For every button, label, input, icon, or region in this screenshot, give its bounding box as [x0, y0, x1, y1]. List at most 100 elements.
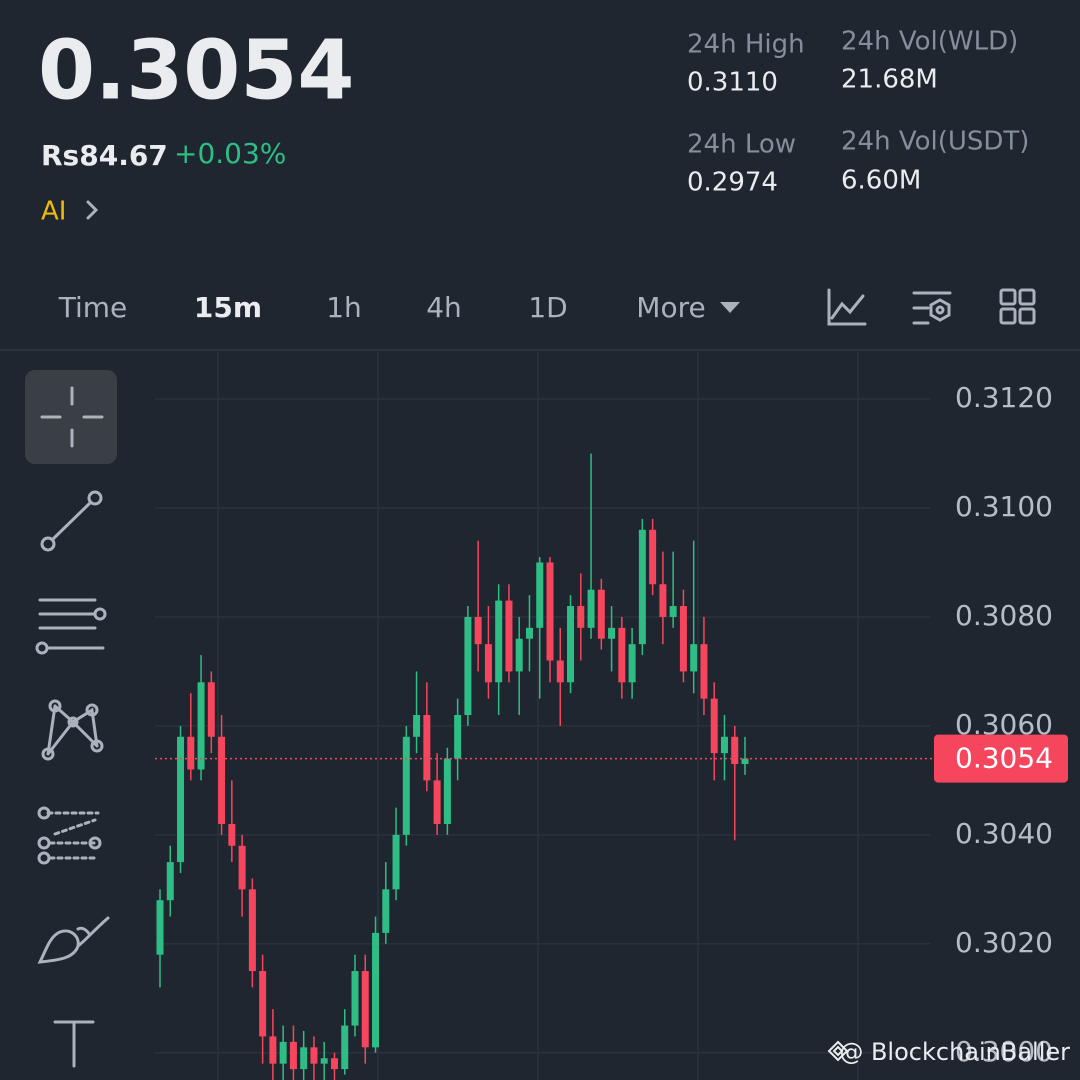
candle-body [402, 736, 410, 835]
candle-body [269, 1036, 277, 1064]
candle-body [720, 736, 728, 754]
candle-body [413, 715, 421, 737]
stat-label: 24h Low [687, 130, 796, 160]
candle-body [443, 758, 451, 824]
candle-body [361, 971, 369, 1048]
candle-body [495, 600, 503, 683]
candle-body [515, 638, 523, 672]
tab[interactable]: More [636, 291, 705, 324]
candle-body [228, 823, 236, 846]
candle-body [484, 644, 492, 683]
y-tick-label: 0.3100 [955, 490, 1053, 523]
tab[interactable]: 1h [326, 291, 362, 324]
fib-tool[interactable] [37, 806, 102, 865]
y-tick-label: 0.3000 [955, 1035, 1053, 1068]
stat-label: 24h High [687, 30, 805, 60]
candle-body [731, 736, 739, 765]
candle-body [423, 715, 431, 781]
candle-body [700, 644, 708, 699]
last-price-tag [934, 734, 1068, 783]
layout-button[interactable] [999, 288, 1036, 325]
y-tick-label: 0.3040 [955, 817, 1053, 850]
candle-body [156, 900, 164, 955]
change: +0.03% [174, 137, 286, 170]
candle-body [546, 562, 554, 661]
candle-body [382, 889, 390, 933]
candle-body [433, 780, 441, 824]
candle-body [474, 616, 482, 645]
y-tick-label: 0.3020 [955, 926, 1053, 959]
stat-label: 24h Vol(USDT) [841, 127, 1029, 157]
candle-body [567, 606, 575, 683]
candle-body [679, 606, 687, 672]
stat-value: 0.2974 [687, 168, 778, 198]
candle-body [197, 682, 205, 770]
tab[interactable]: 15m [194, 291, 262, 324]
fiat-price: Rs84.67 [41, 139, 168, 172]
candle-body [218, 736, 226, 824]
chart-type-button[interactable] [827, 288, 867, 326]
candle-body [597, 589, 605, 639]
watermark-logo [827, 1040, 849, 1062]
line-tool[interactable] [40, 490, 103, 552]
candle-body [166, 862, 174, 901]
candle-body [577, 606, 585, 628]
candle-body [351, 971, 359, 1026]
drawing-toolbar [35, 386, 110, 1068]
candle-body [187, 736, 195, 770]
y-tick-label: 0.3080 [955, 599, 1053, 632]
chevron [86, 200, 99, 220]
candle-body [392, 834, 400, 890]
candle-body [649, 529, 657, 585]
watermark: @ BlockchainBaller [839, 1038, 1070, 1066]
candle-body [464, 616, 472, 715]
candle-body [279, 1041, 287, 1064]
candle-body [741, 758, 749, 765]
candle-body [207, 682, 215, 737]
tab[interactable]: 1D [528, 291, 567, 324]
candle-body [320, 1058, 328, 1064]
y-tick-label: 0.3120 [955, 381, 1053, 414]
candle-body [300, 1047, 308, 1070]
candle-body [259, 971, 267, 1037]
candle-body [659, 584, 667, 617]
stat-value: 21.68M [841, 65, 938, 95]
stat-label: 24h Vol(WLD) [841, 27, 1018, 57]
candle-body [628, 644, 636, 683]
candle-body [587, 589, 595, 628]
candle-body [638, 529, 646, 645]
last-price-label: 0.3054 [955, 742, 1053, 775]
candle-body [289, 1041, 297, 1070]
candle-body [556, 660, 564, 683]
candle-body [330, 1058, 338, 1070]
candle-body [238, 845, 246, 890]
tab[interactable]: Time [58, 291, 128, 324]
candle-body [525, 627, 533, 639]
stat-value: 6.60M [841, 166, 921, 196]
plot-area: 0.31200.31000.30800.30600.30400.30200.30… [155, 381, 1068, 1080]
ai-link[interactable]: AI [41, 197, 66, 227]
tab[interactable]: 4h [426, 291, 462, 324]
candle-body [669, 606, 677, 617]
pattern-tool[interactable] [41, 699, 104, 761]
indicator-button[interactable] [912, 291, 952, 325]
crosshair-tool-active[interactable] [25, 370, 117, 464]
candle-body [618, 627, 626, 683]
candle-body [710, 698, 718, 754]
stat-value: 0.3110 [687, 68, 778, 98]
brush-tool[interactable] [37, 916, 110, 964]
candle-body [177, 736, 185, 863]
candle-body [372, 932, 380, 1048]
text-tool[interactable] [53, 1020, 95, 1068]
candle-body [341, 1025, 349, 1070]
candle-body [454, 715, 462, 759]
candle-body [690, 644, 698, 672]
crosshair-tool[interactable] [40, 386, 104, 448]
parallel-tool[interactable] [35, 598, 107, 655]
candle-body [505, 600, 513, 672]
candle-body [536, 562, 544, 628]
candle-body [248, 889, 256, 972]
